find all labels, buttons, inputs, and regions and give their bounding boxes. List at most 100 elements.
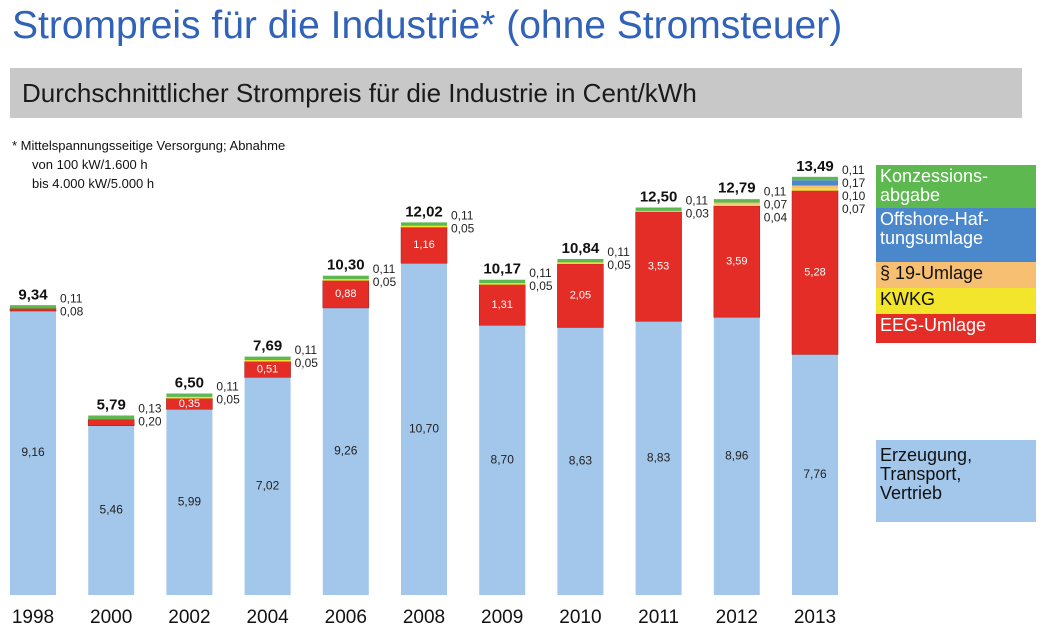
x-tick-label: 2011 [638,607,679,628]
value-label: 0,20 [138,415,162,429]
value-label: 5,46 [100,503,124,517]
value-label: 5,99 [178,494,202,508]
value-label: 5,28 [804,267,825,279]
total-label: 6,50 [175,374,204,391]
total-label: 7,69 [253,338,282,355]
value-label: 0,11 [607,245,630,259]
value-label: 0,11 [764,185,787,199]
legend-item: EEG-Umlage [876,314,1036,343]
subtitle: Durchschnittlicher Strompreis für die In… [22,78,697,108]
value-label: 8,83 [647,450,671,464]
bar-segment [401,222,447,226]
bar-segment [88,415,135,420]
value-label: 0,11 [686,194,709,208]
bar-segment [792,354,838,595]
value-label: 0,05 [607,258,631,272]
value-label: 8,63 [569,453,593,467]
total-label: 5,79 [97,396,126,413]
bar-segment [792,188,838,191]
bar-segment [713,199,760,203]
x-tick-label: 2006 [325,607,367,628]
bar-segment [713,202,760,205]
x-tick-label: 1998 [12,607,54,628]
bar-segment [322,307,369,595]
bar-segment [557,327,604,595]
bar-segment [479,279,526,284]
total-label: 10,84 [562,240,600,257]
value-label: 0,11 [529,266,552,280]
legend-item: § 19-Umlage [876,262,1036,288]
x-tick-label: 2010 [559,607,601,628]
x-tick-label: 2008 [403,607,445,628]
value-label: 0,11 [216,380,239,394]
title: Strompreis für die Industrie* (ohne Stro… [12,4,843,47]
value-label: 0,17 [842,176,866,190]
bar-segment [322,280,370,309]
bar-segment [635,210,682,212]
value-label: 0,88 [335,288,356,300]
total-label: 13,49 [796,158,834,175]
legend-item: KWKG [876,288,1036,314]
total-label: 10,30 [327,257,365,274]
bar-segment [244,361,291,378]
x-tick-label: 2000 [90,607,132,628]
value-label: 0,05 [529,279,553,293]
bar-segment [479,325,526,595]
value-label: 2,05 [570,290,591,302]
value-label: 0,11 [842,163,865,177]
bar-segment [322,279,369,281]
bar-segment [635,211,682,322]
total-label: 9,34 [18,286,48,303]
value-label: 0,11 [295,343,318,357]
value-label: 0,05 [373,275,397,289]
x-tick-label: 2012 [716,607,758,628]
value-label: 3,59 [726,256,747,268]
bar-segment [557,263,604,328]
x-tick-label: 2013 [794,607,836,628]
value-label: 0,05 [451,222,475,236]
bar-segment [244,356,291,361]
value-label: 7,02 [256,478,280,492]
bar-segment [792,185,838,189]
total-label: 12,02 [405,203,443,220]
bar-segment [791,190,839,355]
legend-item: Erzeugung, Transport, Vertrieb [876,440,1036,522]
bar-segment [9,308,57,312]
bar-segment [166,393,213,397]
bar-segment [244,377,291,595]
bar-segment [400,227,448,264]
value-label: 0,51 [257,363,278,375]
value-label: 0,13 [138,402,162,416]
x-tick-label: 2004 [246,607,289,628]
value-label: 0,05 [216,393,240,407]
value-label: 0,05 [295,356,319,370]
bar-segment [557,262,604,264]
bar-segment [713,204,760,206]
bar-segment [10,311,56,595]
value-label: 0,03 [686,207,710,221]
bar-segment [713,317,760,595]
x-tick-label: 2002 [168,607,210,628]
bar-segment [10,305,56,309]
subtitle-band [10,68,1022,118]
bar-segment [87,419,135,426]
legend-item: Konzessions- abgabe [876,165,1036,208]
bar-segment [88,425,135,595]
value-label: 8,96 [725,448,749,462]
value-label: 0,10 [842,189,866,203]
value-label: 7,76 [803,467,827,481]
bar-segment [635,207,682,211]
bar-segment [244,360,291,362]
value-label: 0,11 [373,262,396,276]
value-label: 1,16 [413,239,434,251]
bar-segment [557,258,604,263]
bar-segment [166,409,213,595]
value-label: 0,11 [451,209,474,223]
value-label: 0,07 [764,198,788,212]
value-label: 0,35 [179,398,200,410]
value-label: 0,11 [60,292,83,306]
total-label: 12,79 [718,179,756,196]
value-label: 8,70 [491,452,515,466]
